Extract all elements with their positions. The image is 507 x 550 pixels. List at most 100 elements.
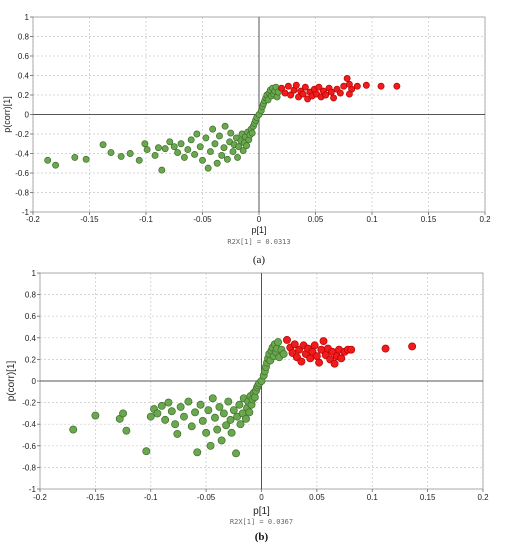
data-point [353,82,361,90]
data-point [191,408,199,417]
data-point [343,74,351,82]
data-point [232,449,240,458]
data-point [248,129,256,137]
data-point [235,143,243,151]
data-point [170,143,178,151]
data-point [187,422,196,431]
data-point [235,400,244,409]
x-tick-label: -0.2 [26,215,40,224]
y-tick-label: -0.8 [22,463,36,472]
data-point [191,151,199,158]
chart-panel-b: -0.2 -0.15 -0.1 -0.05 0 0.05 0.1 0.15 0.2 1 0.8 0.6… [6,269,489,543]
y-tick-label: -0.6 [22,442,36,451]
x-tick-label: 0.05 [309,493,325,502]
data-point [227,428,236,437]
data-point [218,151,226,159]
data-point [206,148,214,155]
data-point [337,354,346,363]
data-point [229,406,238,415]
y-tick-label: 0.6 [25,312,37,321]
y-tick-label: 1 [25,13,30,22]
y-tick-label: 0.6 [18,52,30,61]
data-point [393,82,401,90]
r2x-note: R2X[1] = 0.0367 [230,518,293,526]
data-point [306,354,315,363]
data-point [377,82,385,90]
data-point [211,140,219,148]
data-point [117,152,125,160]
x-tick-label: 0.2 [477,493,489,502]
y-tick-label: -0.4 [15,150,29,159]
data-point [278,84,286,92]
data-point [322,91,330,99]
panel-label: (b) [255,531,269,543]
data-point [164,398,173,407]
data-point [211,413,219,422]
data-point [204,164,212,172]
data-point [153,409,162,418]
data-point [213,425,222,434]
y-tick-label: 0.2 [25,355,37,364]
data-point [184,397,193,406]
data-point [242,414,250,423]
data-point [199,156,206,164]
data-point [381,344,390,353]
data-point [158,166,166,174]
y-tick-label: 0 [25,111,30,120]
x-tick-label: 0.1 [367,493,379,502]
y-tick-label: 0.8 [25,291,37,300]
data-point [193,448,202,457]
data-point [234,153,241,161]
x-tick-label: 0 [257,215,262,224]
data-point [215,132,223,140]
data-point [226,415,235,424]
data-point [196,400,205,409]
data-point [215,402,224,411]
data-point [44,156,52,164]
data-point [119,409,128,418]
x-tick-label: -0.1 [139,215,153,224]
data-point [310,341,319,350]
data-point [223,155,231,163]
data-point [220,144,228,152]
data-point [243,142,251,150]
data-point [202,134,210,142]
data-point [142,447,151,456]
x-tick-label: -0.15 [80,215,99,224]
data-point [166,138,174,146]
panel-label: (a) [253,254,266,266]
data-point [327,88,335,96]
data-point [174,149,182,156]
y-tick-label: 0.8 [18,33,30,42]
data-point [236,420,245,429]
data-point [239,147,247,155]
y-tick-label: 0 [32,377,37,386]
data-point [362,81,370,89]
data-point [213,159,221,167]
data-point [180,153,188,161]
data-point [196,143,204,151]
data-point [330,359,339,368]
data-point [227,129,235,137]
x-axis-label: p[1] [253,506,270,517]
data-point [154,144,162,152]
y-tick-label: 1 [32,269,37,278]
data-point [315,83,323,91]
data-point [222,421,231,430]
data-point [141,140,149,148]
data-point [126,150,134,157]
data-point [176,402,185,411]
data-point [250,393,259,402]
data-point [336,89,344,97]
data-point [292,81,300,89]
data-point [122,426,131,435]
y-axis-label: p(corr)[1] [2,96,12,133]
data-point [206,441,215,450]
series-red [278,74,401,103]
data-point [279,350,288,358]
data-point [297,357,306,366]
y-tick-label: -0.8 [15,189,29,198]
data-point [319,337,328,345]
y-tick-label: -0.2 [22,399,36,408]
